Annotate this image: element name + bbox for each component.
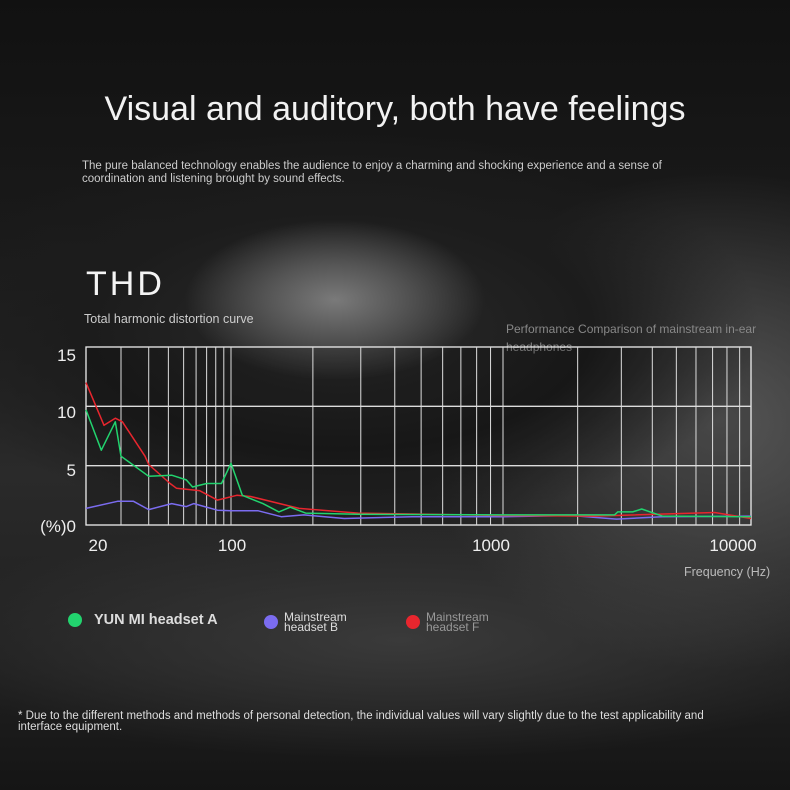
x-tick-100: 100 bbox=[217, 536, 247, 555]
legend-label-b: Mainstream headset B bbox=[284, 610, 347, 634]
x-tick-10000: 10000 bbox=[709, 536, 757, 555]
y-tick-0: (%)0 bbox=[40, 517, 76, 536]
series-line-0 bbox=[85, 409, 752, 518]
legend-label-a: YUN MI headset A bbox=[94, 612, 218, 628]
x-axis-label: Frequency (Hz) bbox=[684, 565, 771, 579]
x-tick-20: 20 bbox=[88, 536, 108, 555]
footnote: * Due to the different methods and metho… bbox=[18, 710, 704, 733]
legend-dot-b bbox=[264, 615, 278, 629]
poster: Visual and auditory, both have feelings … bbox=[0, 10, 790, 780]
legend-item-b: Mainstream headset B bbox=[264, 610, 354, 634]
y-tick-10: 10 bbox=[57, 403, 76, 422]
legend-dot-f bbox=[406, 615, 420, 629]
y-tick-5: 5 bbox=[66, 461, 76, 480]
plot-area bbox=[85, 346, 752, 526]
legend-dot-a bbox=[68, 613, 82, 627]
page-subtitle: The pure balanced technology enables the… bbox=[82, 160, 662, 185]
section-title: THD bbox=[86, 265, 165, 303]
legend-label-f: Mainstream headset F bbox=[426, 610, 489, 634]
legend-item-a: YUN MI headset A bbox=[68, 612, 218, 628]
legend-item-f: Mainstream headset F bbox=[406, 610, 496, 634]
x-tick-1000: 1000 bbox=[472, 536, 510, 555]
page-title: Visual and auditory, both have feelings bbox=[104, 90, 686, 128]
y-tick-15: 15 bbox=[57, 346, 76, 365]
section-subtitle: Total harmonic distortion curve bbox=[84, 312, 254, 326]
